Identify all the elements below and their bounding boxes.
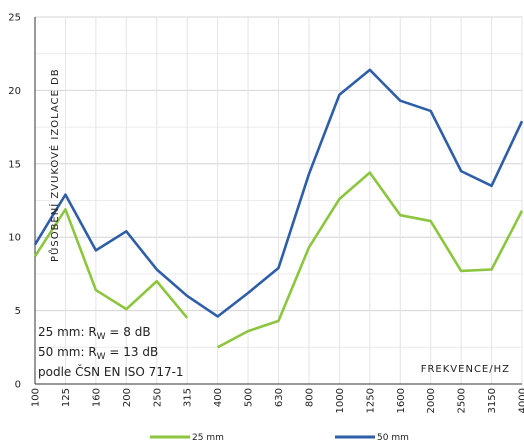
- x-tick-label: 2000: [426, 388, 437, 413]
- series-line-1: [217, 171, 524, 349]
- y-tick-label: 5: [15, 306, 21, 317]
- series-line-2: [33, 68, 524, 318]
- x-axis-ticks: 100 125 160 200 250 315 400 500 630 800 1000 1250 16…: [31, 388, 524, 413]
- y-axis-label: PŮSOBENÍ ZVUKOVÉ IZOLACE DB: [48, 68, 61, 262]
- y-tick-label: 15: [8, 159, 21, 170]
- legend-label: 50 mm: [377, 433, 409, 443]
- x-tick-label: 2500: [457, 388, 468, 413]
- rating-50mm: 50 mm: RW = 13 dB: [38, 345, 158, 362]
- y-tick-label: 20: [8, 86, 21, 97]
- x-tick-label: 1250: [365, 388, 376, 413]
- x-tick-label: 160: [91, 388, 102, 407]
- x-tick-label: 630: [274, 388, 285, 407]
- x-tick-label: 800: [304, 388, 315, 407]
- rating-standard: podle ČSN EN ISO 717-1: [38, 364, 184, 379]
- x-tick-label: 400: [213, 388, 224, 407]
- x-axis-label: FREKVENCE/HZ: [421, 364, 510, 375]
- y-axis-ticks: 0 5 10 15 20 25: [8, 13, 21, 391]
- y-tick-label: 0: [15, 380, 21, 391]
- y-tick-label: 25: [8, 13, 21, 24]
- x-tick-label: 500: [244, 388, 255, 407]
- x-tick-label: 200: [122, 388, 133, 407]
- x-tick-label: 3150: [487, 388, 498, 413]
- legend: 25 mm 50 mm: [150, 433, 409, 443]
- series-lines: [33, 68, 524, 349]
- x-tick-label: 315: [183, 388, 194, 407]
- legend-label: 25 mm: [192, 433, 224, 443]
- x-tick-label: 125: [61, 388, 72, 407]
- y-tick-label: 10: [8, 233, 21, 244]
- x-tick-label: 1000: [335, 388, 346, 413]
- x-tick-label: 4000: [518, 388, 524, 413]
- x-tick-label: 100: [31, 388, 42, 407]
- series-line-1: [33, 208, 189, 319]
- rating-25mm: 25 mm: RW = 8 dB: [38, 325, 151, 342]
- x-tick-label: 1600: [396, 388, 407, 413]
- rating-annotation: 25 mm: RW = 8 dB 50 mm: RW = 13 dB podle…: [38, 325, 184, 379]
- x-tick-label: 250: [152, 388, 163, 407]
